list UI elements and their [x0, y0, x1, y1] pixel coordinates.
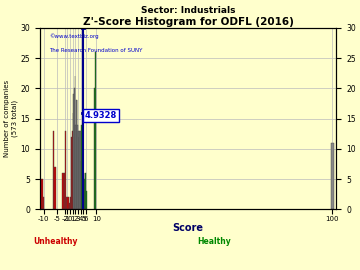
Bar	[331, 143, 334, 210]
Bar	[81, 125, 82, 210]
Bar	[66, 197, 67, 210]
Bar	[86, 191, 87, 210]
Bar	[70, 197, 71, 210]
Bar	[82, 155, 83, 210]
Text: Healthy: Healthy	[198, 237, 231, 246]
Text: Unhealthy: Unhealthy	[33, 237, 78, 246]
Bar	[83, 173, 84, 210]
Y-axis label: Number of companies
(573 total): Number of companies (573 total)	[4, 80, 18, 157]
Bar	[78, 137, 79, 210]
Bar	[65, 131, 66, 210]
Bar	[94, 88, 95, 210]
Text: 4.9328: 4.9328	[85, 111, 117, 120]
Bar	[67, 197, 69, 210]
Text: ©www.textbiz.org: ©www.textbiz.org	[49, 33, 98, 39]
Bar	[95, 52, 96, 210]
Bar	[54, 167, 56, 210]
Bar	[76, 100, 77, 210]
Title: Z'-Score Histogram for ODFL (2016): Z'-Score Histogram for ODFL (2016)	[83, 17, 293, 27]
Bar	[41, 179, 42, 210]
Bar	[74, 88, 75, 210]
Bar	[53, 131, 54, 210]
Bar	[75, 125, 76, 210]
Bar	[77, 125, 78, 210]
Bar	[69, 203, 70, 210]
X-axis label: Score: Score	[173, 223, 204, 233]
Bar	[71, 137, 72, 210]
Text: Sector: Industrials: Sector: Industrials	[141, 6, 235, 15]
Bar	[79, 131, 80, 210]
Bar	[72, 131, 73, 210]
Bar	[84, 179, 85, 210]
Bar	[73, 94, 74, 210]
Text: The Research Foundation of SUNY: The Research Foundation of SUNY	[49, 48, 142, 53]
Bar	[80, 131, 81, 210]
Bar	[62, 173, 63, 210]
Bar	[42, 197, 44, 210]
Bar	[85, 173, 86, 210]
Bar	[63, 173, 65, 210]
